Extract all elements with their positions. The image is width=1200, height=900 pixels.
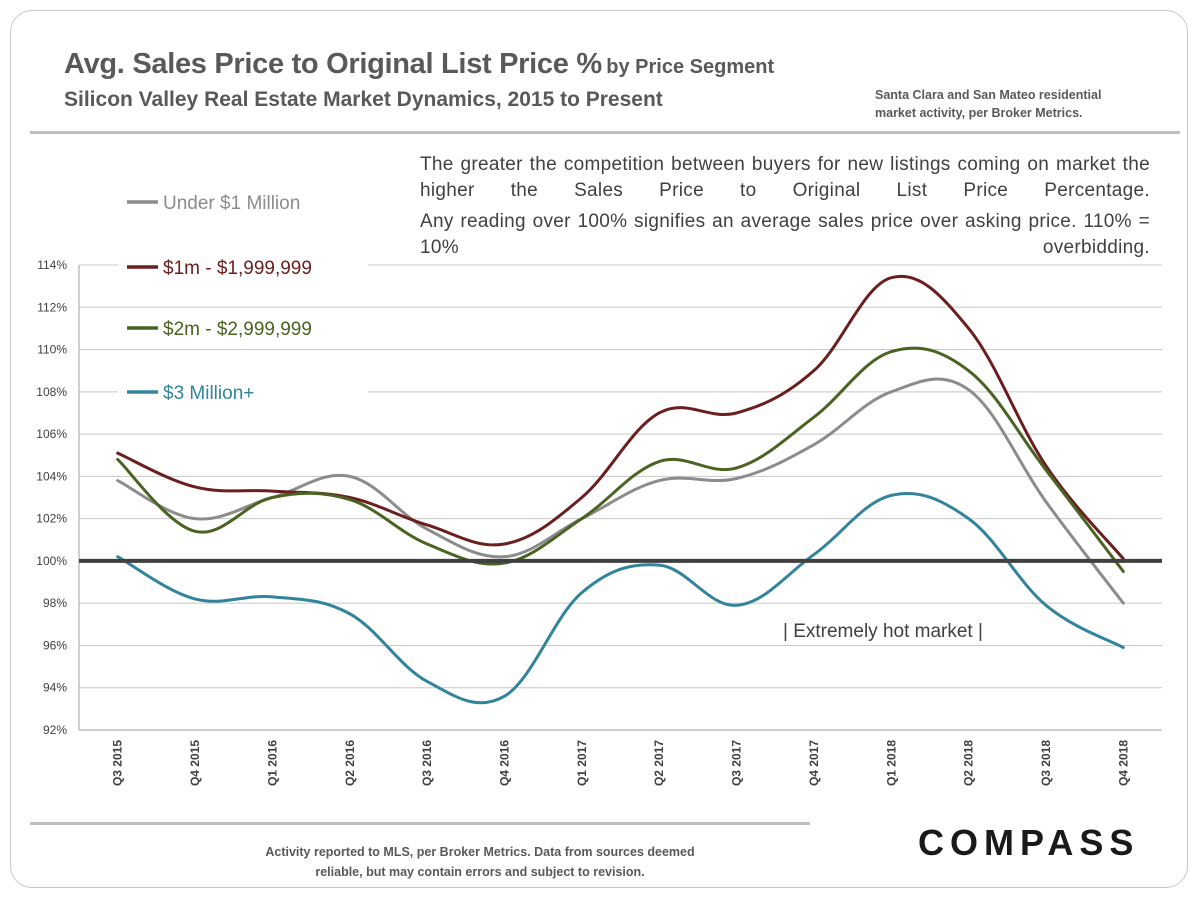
legend-label: $1m - $1,999,999 [163,258,312,279]
top-divider [30,131,1180,134]
series-line-3 [116,491,1125,705]
x-tick-label: Q1 2016 [265,740,279,786]
note-overbidding: Any reading over 100% signifies an avera… [420,209,1150,261]
y-tick-label: 110% [37,343,67,357]
y-tick-label: 96% [43,638,67,652]
chart-subtitle: Silicon Valley Real Estate Market Dynami… [64,88,663,111]
chart-title: Avg. Sales Price to Original List Price … [64,48,774,81]
x-tick-label: Q4 2016 [497,740,511,786]
annotation: | Extremely hot market | [783,621,983,642]
legend-label: $3 Million+ [163,383,254,404]
source-line-2: market activity, per Broker Metrics. [875,106,1083,120]
x-tick-label: Q2 2017 [652,740,666,786]
compass-logo: COMPASS [918,822,1140,863]
legend-bg [118,247,368,277]
y-tick-label: 112% [37,300,67,314]
source-line-1: Santa Clara and San Mateo residential [875,88,1102,102]
y-tick-label: 94% [43,681,67,695]
series-lines [116,274,1125,705]
x-tick-label: Q1 2018 [884,740,898,786]
footnote-line-1: Activity reported to MLS, per Broker Met… [265,845,695,859]
y-tick-label: 114% [37,258,67,272]
x-axis-ticks: Q3 2015 Q4 2015 Q1 2016 Q2 2016 Q3 2016 Q4 20… [111,740,1131,786]
legend: Under $1 Million $1m - $1,999,999 $2m - $2… [118,182,368,404]
note-competition: The greater the competition between buye… [420,154,1150,201]
x-tick-label: Q3 2018 [1039,740,1053,786]
x-tick-label: Q4 2017 [807,740,821,786]
footnote: Activity reported to MLS, per Broker Met… [200,842,760,882]
legend-label: Under $1 Million [163,193,300,214]
title-main: Avg. Sales Price to Original List Price … [64,48,602,80]
x-tick-label: Q2 2018 [962,740,976,786]
bottom-divider [30,822,810,825]
y-tick-label: 92% [43,723,67,737]
legend-label: $2m - $2,999,999 [163,319,312,340]
y-tick-label: 108% [36,385,67,399]
y-tick-label: 104% [36,469,67,483]
y-tick-label: 102% [36,512,67,526]
chart-card [10,10,1188,888]
y-tick-label: 98% [43,596,67,610]
y-axis-ticks: 92% 94% 96% 98% 100% 102% 104% 106% 108% 110% 112%… [36,258,67,737]
y-tick-label: 100% [36,554,67,568]
legend-bg [118,182,348,212]
x-tick-label: Q3 2016 [420,740,434,786]
annotation-label: | Extremely hot market | [783,621,983,642]
footnote-line-2: reliable, but may contain errors and sub… [315,865,645,879]
source-note: Santa Clara and San Mateo residential ma… [875,86,1175,122]
x-tick-label: Q4 2018 [1116,740,1130,786]
note-overbidding-text: Any reading over 100% signifies an avera… [420,211,1150,258]
grid-lines [78,264,1162,731]
legend-bg [118,308,368,338]
x-tick-label: Q4 2015 [188,740,202,786]
legend-bg [118,372,368,402]
x-tick-label: Q3 2015 [111,740,125,786]
x-tick-label: Q3 2017 [730,740,744,786]
series-line-2 [116,346,1125,573]
title-segment: by Price Segment [606,56,775,78]
y-tick-label: 106% [36,427,67,441]
x-tick-label: Q1 2017 [575,740,589,786]
x-tick-label: Q2 2016 [343,740,357,786]
